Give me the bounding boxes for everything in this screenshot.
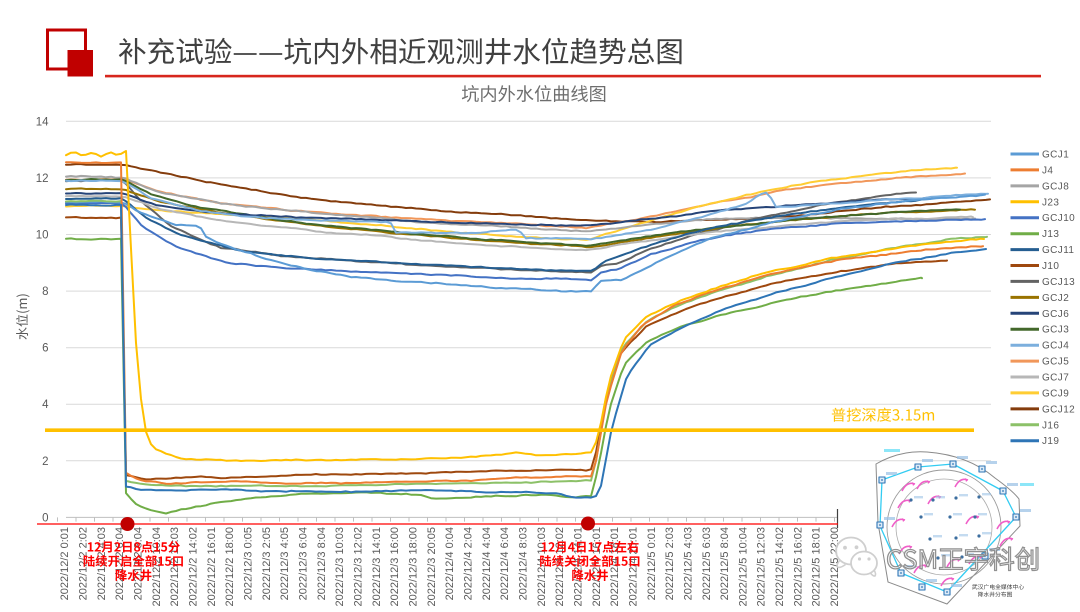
svg-text:2022/12/3 10:03: 2022/12/3 10:03 bbox=[334, 527, 346, 607]
svg-text:2022/12/3 14:01: 2022/12/3 14:01 bbox=[371, 527, 383, 607]
svg-text:2022/12/2 2:02: 2022/12/2 2:02 bbox=[78, 527, 90, 600]
svg-text:J19: J19 bbox=[1042, 436, 1059, 447]
svg-text:10: 10 bbox=[36, 230, 49, 242]
svg-text:2022/12/5 0:01: 2022/12/5 0:01 bbox=[646, 527, 658, 600]
svg-text:2022/12/5 4:03: 2022/12/5 4:03 bbox=[682, 527, 694, 600]
svg-text:2022/12/3 6:04: 2022/12/3 6:04 bbox=[298, 527, 310, 600]
svg-text:2022/12/4 0:04: 2022/12/4 0:04 bbox=[444, 527, 456, 600]
svg-text:GCJ1: GCJ1 bbox=[1042, 150, 1069, 161]
svg-text:J23: J23 bbox=[1042, 197, 1059, 208]
svg-text:J13: J13 bbox=[1042, 229, 1059, 240]
svg-text:2022/12/5 6:03: 2022/12/5 6:03 bbox=[701, 527, 713, 600]
svg-text:2022/12/4 16:01: 2022/12/4 16:01 bbox=[591, 527, 603, 607]
svg-text:GCJ11: GCJ11 bbox=[1042, 245, 1074, 256]
svg-text:2022/12/3 20:05: 2022/12/3 20:05 bbox=[426, 527, 438, 607]
svg-text:2022/12/4 2:04: 2022/12/4 2:04 bbox=[463, 527, 475, 600]
svg-text:2022/12/2 4:03: 2022/12/2 4:03 bbox=[96, 527, 108, 600]
svg-text:2022/12/2 14:02: 2022/12/2 14:02 bbox=[188, 527, 200, 607]
svg-text:GCJ2: GCJ2 bbox=[1042, 293, 1069, 304]
svg-text:14: 14 bbox=[36, 116, 49, 128]
svg-text:GCJ12: GCJ12 bbox=[1042, 404, 1075, 415]
svg-text:GCJ4: GCJ4 bbox=[1042, 341, 1069, 352]
svg-text:GCJ7: GCJ7 bbox=[1042, 373, 1069, 384]
svg-text:2022/12/3 8:04: 2022/12/3 8:04 bbox=[316, 527, 328, 600]
svg-text:2022/12/3 0:05: 2022/12/3 0:05 bbox=[243, 527, 255, 600]
svg-text:4: 4 bbox=[42, 399, 49, 411]
svg-text:2022/12/2 18:00: 2022/12/2 18:00 bbox=[224, 527, 236, 607]
svg-text:6: 6 bbox=[42, 343, 48, 355]
svg-text:J16: J16 bbox=[1042, 420, 1059, 431]
svg-text:0: 0 bbox=[42, 512, 48, 524]
svg-text:GCJ8: GCJ8 bbox=[1042, 181, 1069, 192]
svg-text:2022/12/2 10:04: 2022/12/2 10:04 bbox=[151, 527, 163, 607]
svg-text:2022/12/3 18:00: 2022/12/3 18:00 bbox=[408, 527, 420, 607]
svg-text:2022/12/5 8:04: 2022/12/5 8:04 bbox=[719, 527, 731, 600]
svg-text:8: 8 bbox=[42, 286, 48, 298]
svg-text:J4: J4 bbox=[1042, 165, 1053, 176]
svg-text:GCJ10: GCJ10 bbox=[1042, 213, 1075, 224]
svg-text:2022/12/5 16:02: 2022/12/5 16:02 bbox=[792, 527, 804, 607]
svg-text:2022/12/4 12:02: 2022/12/4 12:02 bbox=[554, 527, 566, 607]
svg-text:2022/12/3 4:05: 2022/12/3 4:05 bbox=[279, 527, 291, 600]
svg-text:2022/12/3 12:02: 2022/12/3 12:02 bbox=[353, 527, 365, 607]
svg-text:2022/12/4 20:01: 2022/12/4 20:01 bbox=[627, 527, 639, 607]
svg-text:2022/12/5 10:04: 2022/12/5 10:04 bbox=[737, 527, 749, 607]
svg-text:12: 12 bbox=[36, 173, 49, 185]
svg-text:2022/12/5 14:02: 2022/12/5 14:02 bbox=[774, 527, 786, 607]
svg-text:2022/12/4 4:04: 2022/12/4 4:04 bbox=[481, 527, 493, 600]
svg-text:J10: J10 bbox=[1042, 261, 1059, 272]
svg-text:2022/12/4 8:03: 2022/12/4 8:03 bbox=[517, 527, 529, 600]
svg-text:2: 2 bbox=[42, 456, 48, 468]
svg-text:2022/12/4 6:04: 2022/12/4 6:04 bbox=[499, 527, 511, 600]
svg-text:GCJ13: GCJ13 bbox=[1042, 277, 1075, 288]
svg-text:2022/12/4 10:03: 2022/12/4 10:03 bbox=[536, 527, 548, 607]
svg-text:GCJ9: GCJ9 bbox=[1042, 388, 1069, 399]
svg-text:2022/12/5 12:03: 2022/12/5 12:03 bbox=[756, 527, 768, 607]
svg-text:2022/12/2 12:03: 2022/12/2 12:03 bbox=[169, 527, 181, 607]
svg-text:2022/12/5 18:01: 2022/12/5 18:01 bbox=[811, 527, 823, 607]
svg-text:GCJ6: GCJ6 bbox=[1042, 309, 1069, 320]
svg-text:2022/12/3 16:00: 2022/12/3 16:00 bbox=[389, 527, 401, 607]
svg-text:2022/12/4 18:01: 2022/12/4 18:01 bbox=[609, 527, 621, 607]
svg-text:GCJ5: GCJ5 bbox=[1042, 357, 1069, 368]
svg-text:2022/12/2 16:01: 2022/12/2 16:01 bbox=[206, 527, 218, 607]
svg-text:2022/12/5 2:03: 2022/12/5 2:03 bbox=[664, 527, 676, 600]
svg-text:2022/12/3 2:05: 2022/12/3 2:05 bbox=[261, 527, 273, 600]
svg-text:2022/12/2 0:01: 2022/12/2 0:01 bbox=[59, 527, 71, 600]
svg-text:GCJ3: GCJ3 bbox=[1042, 325, 1069, 336]
